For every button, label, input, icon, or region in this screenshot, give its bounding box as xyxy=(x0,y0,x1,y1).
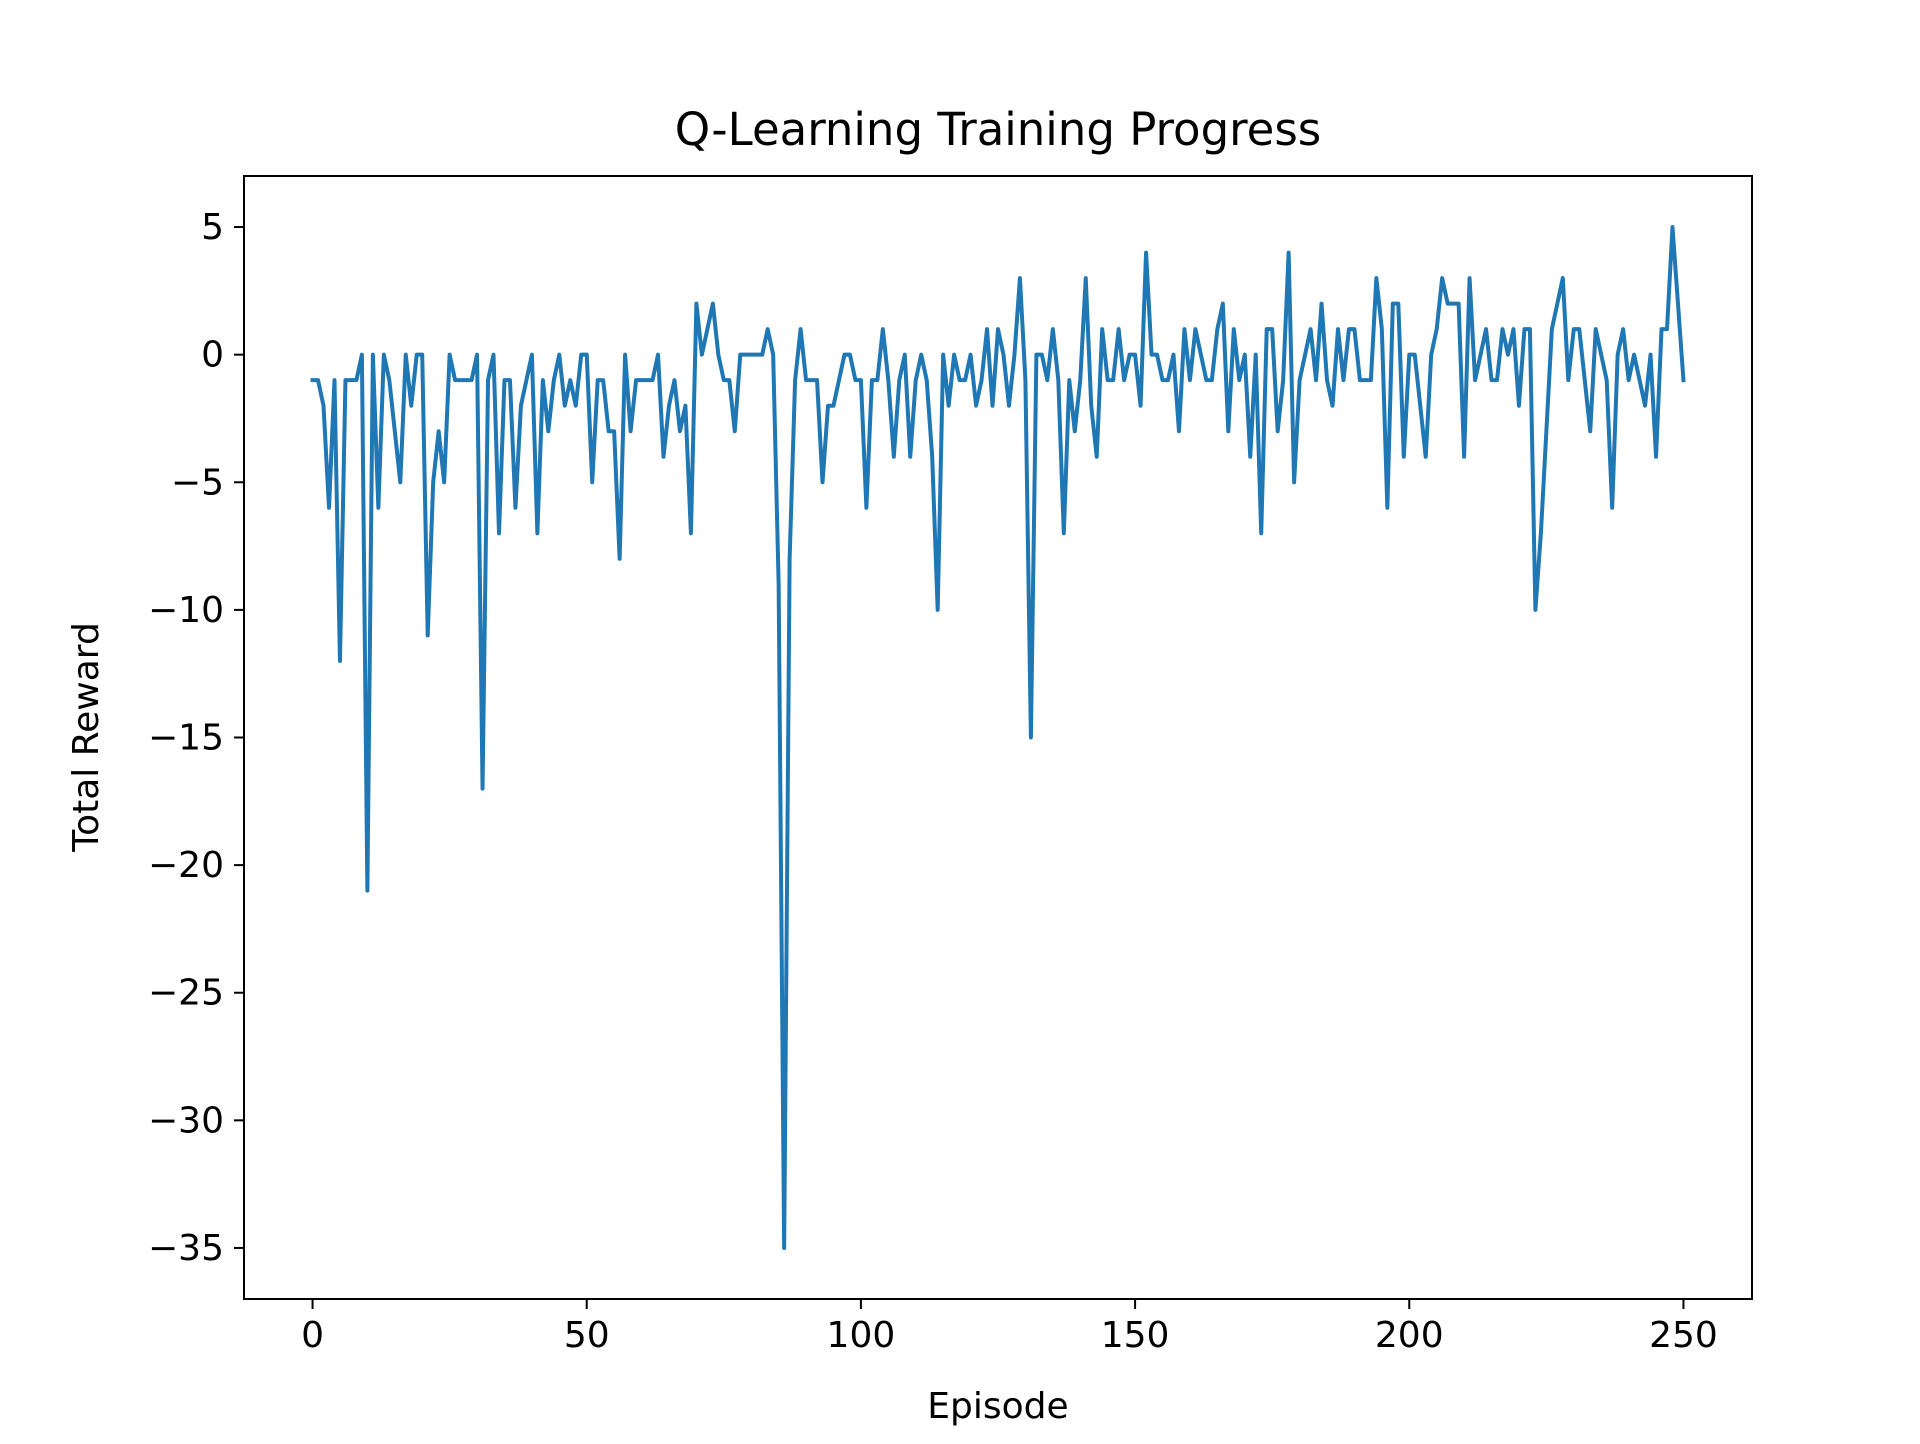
y-tick-label: −35 xyxy=(148,1228,224,1269)
x-tick-label: 100 xyxy=(827,1315,896,1356)
y-tick-label: −20 xyxy=(148,845,224,886)
x-tick-label: 200 xyxy=(1375,1315,1444,1356)
y-tick-label: 5 xyxy=(201,207,224,248)
x-axis-label: Episode xyxy=(927,1386,1068,1427)
x-tick-label: 250 xyxy=(1649,1315,1718,1356)
x-tick-label: 150 xyxy=(1101,1315,1170,1356)
x-tick-label: 0 xyxy=(301,1315,324,1356)
axes-frame xyxy=(243,175,1753,1300)
y-tick-label: −25 xyxy=(148,973,224,1014)
series-line-0 xyxy=(310,225,1686,1250)
x-tick-label: 50 xyxy=(564,1315,610,1356)
plot-area xyxy=(310,225,1686,1250)
y-tick-label: 0 xyxy=(201,335,224,376)
x-axis-ticks: 0 50 100 150 200 250 xyxy=(301,1299,1718,1356)
chart-title: Q-Learning Training Progress xyxy=(675,103,1321,156)
y-tick-label: −10 xyxy=(148,590,224,631)
y-tick-label: −5 xyxy=(171,462,224,503)
y-tick-label: −15 xyxy=(148,718,224,759)
y-axis-ticks: 5 0 −5 −10 −15 −20 −25 −30 −35 xyxy=(148,207,244,1269)
y-tick-label: −30 xyxy=(148,1100,224,1141)
y-axis-label: Total Reward xyxy=(66,622,107,853)
